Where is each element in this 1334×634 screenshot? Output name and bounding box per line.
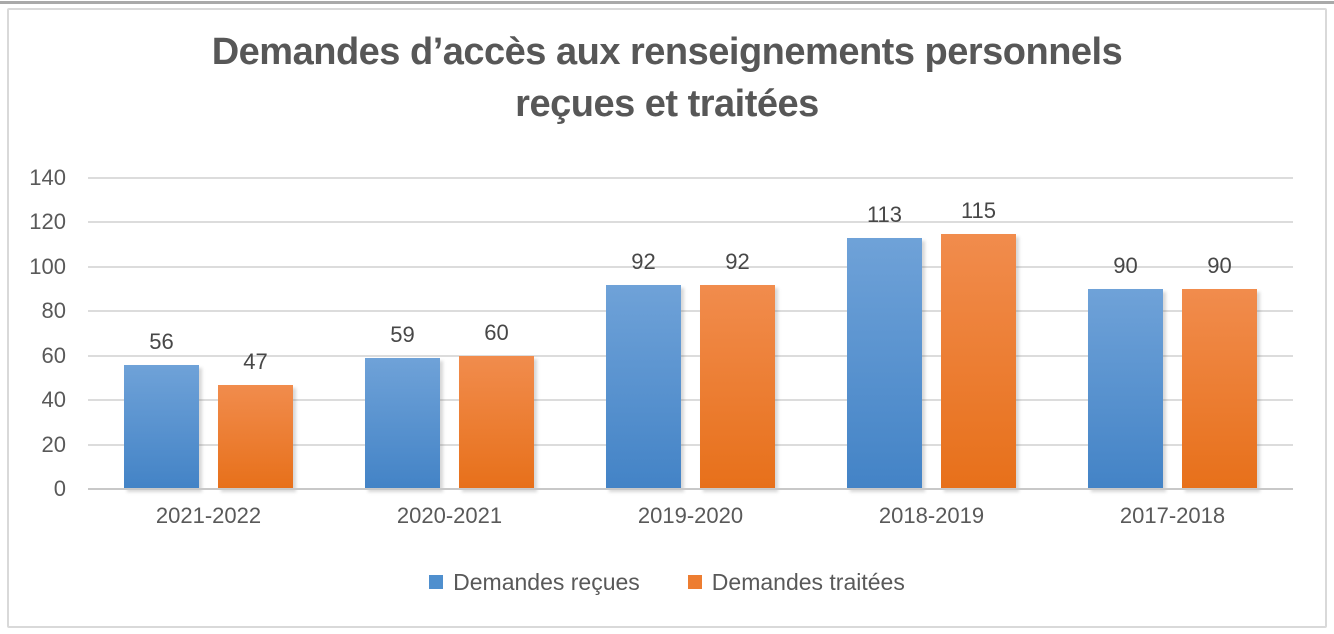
x-axis-tick-label-2019-2020: 2019-2020 (637, 503, 744, 528)
legend-swatch-orange-icon (687, 575, 702, 589)
data-label: 59 (390, 321, 415, 347)
gridline-y-40 (88, 399, 1293, 402)
data-label: 47 (243, 348, 268, 374)
data-label: 92 (631, 248, 656, 274)
bar-group-2019-2020: 92 92 (570, 178, 811, 489)
data-label: 115 (960, 197, 997, 223)
chart-title-line-1: Demandes d’accès aux renseignements pers… (211, 31, 1123, 73)
x-axis-tick-label-2020-2021: 2020-2021 (396, 503, 503, 528)
bar-demandes-reçues-2021-2022: 56 (124, 330, 199, 489)
y-axis-tick-label-80: 80 (41, 298, 66, 324)
bar-demandes-reçues-2019-2020: 92 (606, 250, 681, 489)
gridline-y-20 (88, 443, 1293, 446)
gridline-y-60 (88, 354, 1293, 357)
x-axis-tick-label-2017-2018: 2017-2018 (1119, 503, 1226, 528)
bar-demandes-reçues-2017-2018: 90 (1088, 255, 1163, 489)
data-label: 90 (1207, 253, 1232, 279)
gridline-y-120 (88, 221, 1293, 224)
bar-demandes-reçues-2018-2019: 113 (847, 204, 922, 489)
bar-group-2020-2021: 59 60 (329, 178, 570, 489)
data-label: 90 (1113, 253, 1138, 279)
bar-demandes-traitées-2020-2021: 60 (459, 321, 534, 489)
gridline-y-100 (88, 265, 1293, 268)
y-axis-tick-label-60: 60 (41, 342, 66, 368)
legend-item-demandes-recues: Demandes reçues (429, 569, 640, 595)
legend-label: Demandes traitées (711, 569, 905, 595)
y-axis-tick-label-0: 0 (53, 476, 66, 501)
x-axis-line (88, 488, 1293, 490)
bar-demandes-traitées-2019-2020: 92 (700, 250, 775, 489)
bar-demandes-traitées-2018-2019: 115 (941, 199, 1016, 489)
data-label: 113 (866, 202, 903, 227)
x-axis-tick-label-2018-2019: 2018-2019 (878, 503, 985, 528)
horizontal-rule (0, 1, 1334, 4)
x-axis-tick-label-2021-2022: 2021-2022 (155, 503, 262, 528)
legend-swatch-blue-icon (429, 575, 444, 589)
legend: Demandes reçues Demandes traitées (0, 569, 1334, 595)
legend-label: Demandes reçues (453, 569, 640, 595)
y-axis-tick-label-40: 40 (41, 387, 66, 413)
y-axis-tick-label-20: 20 (41, 431, 66, 457)
data-label: 92 (725, 248, 750, 274)
bar-demandes-traitées-2017-2018: 90 (1182, 255, 1257, 489)
bar-group-2017-2018: 90 90 (1052, 178, 1293, 489)
gridline-y-80 (88, 310, 1293, 313)
bar-group-2018-2019: 113 115 (811, 178, 1052, 489)
y-axis-tick-label-100: 100 (29, 253, 66, 279)
data-label: 60 (484, 319, 509, 345)
data-label: 56 (149, 328, 174, 354)
legend-item-demandes-traitees: Demandes traitées (687, 569, 905, 595)
bar-demandes-reçues-2020-2021: 59 (365, 323, 440, 489)
chart-title-line-2: reçues et traitées (515, 83, 819, 125)
y-axis-tick-label-140: 140 (29, 165, 66, 190)
gridline-y-140 (88, 177, 1293, 179)
bar-demandes-traitées-2021-2022: 47 (218, 350, 293, 489)
y-axis-tick-label-120: 120 (29, 209, 66, 235)
chart-title: Demandes d’accès aux renseignements pers… (40, 26, 1294, 130)
bar-group-2021-2022: 56 47 (88, 178, 329, 489)
